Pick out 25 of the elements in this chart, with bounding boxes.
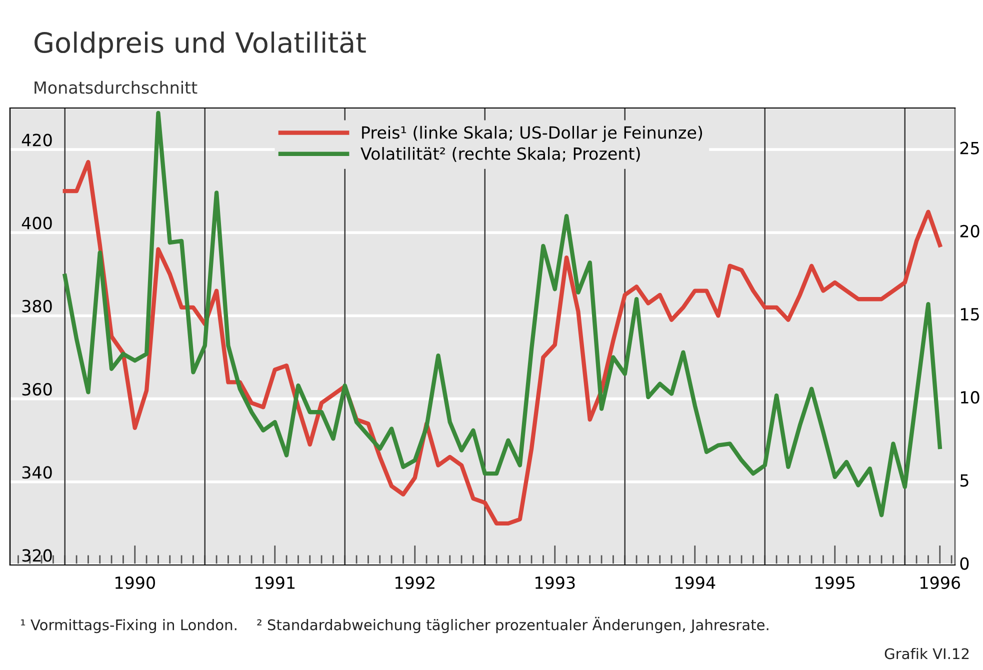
y-tick-label: 360 — [22, 382, 52, 396]
y2-tick-label: 15 — [960, 308, 979, 321]
y2-tick-label: 20 — [960, 224, 980, 238]
x-tick-label: 1994 — [676, 576, 716, 590]
chart-title: Goldpreis und Volatilität — [34, 32, 366, 58]
y-tick-label: 320 — [22, 549, 52, 562]
y-tick-label: 380 — [22, 300, 52, 312]
text: Grafik VI.12 — [884, 648, 969, 660]
x-tick-label: 1991 — [256, 576, 295, 590]
x-tick-label: 1990 — [116, 576, 155, 590]
x-tick-label: 1995 — [816, 576, 855, 590]
x-tick-label: 1992 — [396, 576, 434, 590]
x-tick-label: 1996 — [920, 576, 960, 590]
x-tick-label: 1993 — [536, 576, 575, 590]
y-tick-label: 400 — [22, 216, 52, 230]
legend-label: Preis¹ (linke Skala; US-Dollar je Feinunze) — [362, 126, 702, 142]
chart-subtitle: Monatsdurchschnitt — [34, 80, 198, 94]
y2-tick-label: 0 — [960, 557, 969, 570]
y2-tick-label: 25 — [960, 142, 979, 154]
text: ¹ Vormittags-Fixing in London. ² Standardabweichung täglicher prozentualer Änderungen, Jahresrate. — [20, 616, 768, 634]
legend-label: Volatilität² (rechte Skala; Prozent) — [360, 147, 640, 162]
y-tick-label: 420 — [22, 134, 52, 146]
y2-tick-label: 5 — [960, 474, 968, 487]
y2-tick-label: 10 — [960, 391, 980, 404]
y-tick-label: 340 — [22, 466, 52, 479]
